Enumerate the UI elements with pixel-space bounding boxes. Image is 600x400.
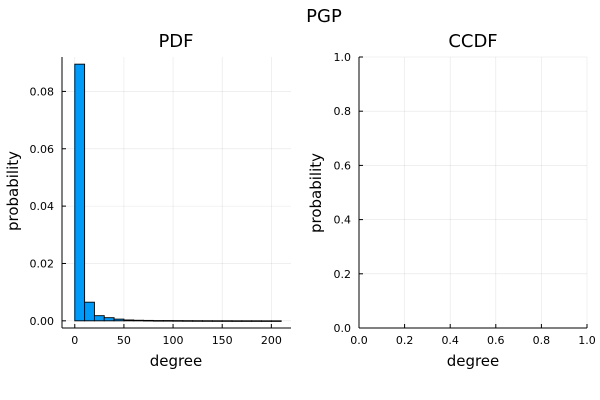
ccdf-y-tick-label: 0.8 [334, 105, 352, 118]
pdf-bar-0 [74, 63, 86, 322]
pdf-y-tick-label: 0.00 [30, 315, 55, 328]
pdf-bar-8 [152, 320, 164, 322]
pdf-y-tick-label: 0.08 [30, 85, 55, 98]
pdf-x-label: degree [150, 352, 203, 370]
pdf-x-tick-label: 150 [212, 334, 233, 347]
ccdf-panel: CCDF 0.0 0.2 0.4 0.6 0.8 1.0 0.0 0.2 0.4 0.6 0.8 1… [307, 31, 596, 370]
pdf-y-tick-label: 0.06 [30, 143, 55, 156]
pdf-bar-14 [211, 320, 223, 322]
pdf-x-tick-label: 0 [71, 334, 78, 347]
ccdf-x-label: degree [447, 352, 500, 370]
pdf-bar-5 [123, 319, 135, 322]
pdf-bar-19 [261, 320, 272, 322]
ccdf-x-tick-label: 1.0 [578, 334, 596, 347]
pdf-x-tick-label: 200 [261, 334, 282, 347]
pdf-bar-12 [192, 320, 203, 322]
pdf-x-ticks: 0 50 100 150 200 [71, 324, 282, 347]
pdf-y-tick-label: 0.04 [30, 200, 55, 213]
ccdf-title: CCDF [448, 31, 497, 52]
ccdf-x-tick-label: 0.4 [441, 334, 459, 347]
ccdf-y-ticks: 0.0 0.2 0.4 0.6 0.8 1.0 [334, 51, 363, 335]
pdf-bar-1 [84, 301, 95, 322]
ccdf-y-label: probability [307, 153, 325, 233]
pdf-panel: PDF 0 50 100 150 200 0.00 0.02 0.04 0.06 0.08 de… [4, 31, 291, 370]
pdf-bar-16 [231, 320, 243, 322]
ccdf-x-tick-label: 0.6 [487, 334, 505, 347]
ccdf-x-tick-label: 0.0 [350, 334, 368, 347]
pdf-bar-10 [172, 320, 184, 322]
pdf-bar-15 [221, 320, 233, 322]
pdf-bar-13 [202, 320, 213, 322]
pdf-bar-4 [113, 318, 125, 322]
pdf-title: PDF [158, 31, 193, 52]
pdf-bar-11 [182, 320, 194, 322]
pdf-y-ticks: 0.00 0.02 0.04 0.06 0.08 [30, 85, 66, 328]
ccdf-x-tick-label: 0.2 [396, 334, 414, 347]
ccdf-y-tick-label: 0.4 [334, 214, 352, 227]
figure-title: PGP [306, 6, 342, 27]
pdf-y-label: probability [4, 151, 22, 231]
ccdf-x-tick-label: 0.8 [533, 334, 551, 347]
pdf-x-tick-label: 50 [117, 334, 131, 347]
pdf-bar-2 [93, 315, 105, 322]
pdf-bar-17 [241, 320, 253, 322]
ccdf-y-tick-label: 1.0 [334, 51, 352, 64]
ccdf-grid [358, 56, 588, 329]
pdf-x-tick-label: 100 [163, 334, 184, 347]
pdf-bar-9 [162, 320, 174, 322]
pdf-bar-18 [251, 320, 262, 322]
pdf-grid [62, 57, 291, 328]
ccdf-y-tick-label: 0.6 [334, 159, 352, 172]
pdf-bar-20 [270, 320, 282, 322]
pdf-bar-6 [133, 319, 145, 322]
ccdf-y-tick-label: 0.2 [334, 268, 352, 281]
pdf-bar-7 [143, 319, 154, 322]
pdf-bars [74, 63, 282, 322]
pdf-y-tick-label: 0.02 [30, 257, 55, 270]
ccdf-y-tick-label: 0.0 [334, 322, 352, 335]
ccdf-x-ticks: 0.0 0.2 0.4 0.6 0.8 1.0 [350, 324, 596, 347]
pdf-bar-3 [103, 317, 115, 322]
